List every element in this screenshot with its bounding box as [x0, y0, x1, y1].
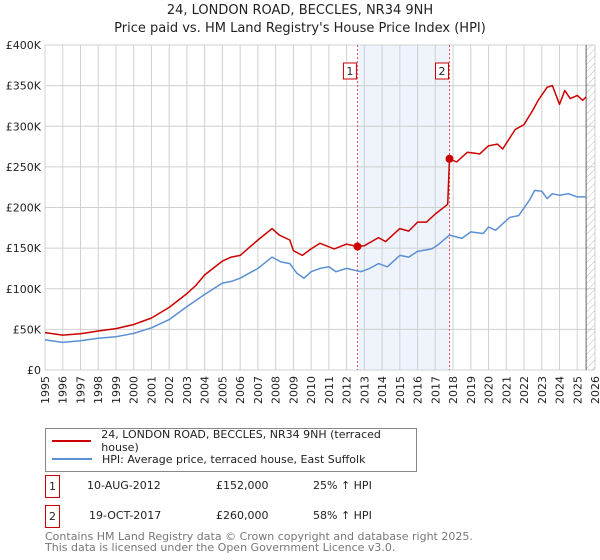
x-tick-label: 1998 [92, 376, 105, 404]
legend-item-hpi: HPI: Average price, terraced house, East… [52, 451, 365, 467]
y-tick-label: £200K [6, 202, 42, 215]
marker-badge [342, 62, 357, 80]
transaction-badge: 2 [45, 505, 60, 528]
transaction-price: £152,000 [216, 479, 269, 492]
legend-item-property: 24, LONDON ROAD, BECCLES, NR34 9NH (terr… [52, 428, 416, 454]
transaction-row: 2 19-OCT-2017 £260,000 58% ↑ HPI [45, 505, 545, 528]
x-tick-label: 2008 [270, 376, 283, 404]
x-tick-label: 2009 [287, 376, 300, 404]
x-tick-label: 1996 [57, 376, 70, 404]
transaction-price: £260,000 [216, 509, 269, 522]
x-tick-label: 2019 [465, 376, 478, 404]
footer-copyright: Contains HM Land Registry data © Crown c… [45, 530, 473, 543]
sale-point [445, 154, 454, 163]
legend-swatch-hpi [52, 458, 92, 460]
x-tick-label: 2022 [518, 376, 531, 404]
hpi-line [44, 189, 587, 344]
x-tick-label: 2011 [323, 376, 336, 404]
price-chart: 1995 1996 1997 1998 1999 2000 2001 2002 2003 2004… [6, 39, 600, 404]
x-tick-label: 2010 [305, 376, 318, 404]
x-tick-label: 2025 [571, 376, 584, 404]
x-tick-label: 2021 [500, 376, 513, 404]
y-tick-label: £100K [6, 283, 42, 296]
x-tick-label: 2012 [341, 376, 354, 404]
y-tick-label: £400K [6, 39, 42, 52]
marker-label: 1 [346, 65, 353, 78]
y-tick-label: £350K [6, 80, 42, 93]
transaction-date: 10-AUG-2012 [87, 479, 161, 492]
x-tick-label: 2018 [447, 376, 460, 404]
x-tick-label: 2006 [234, 376, 247, 404]
chart-subtitle: Price paid vs. HM Land Registry's House … [114, 21, 486, 36]
y-tick-label: £50K [13, 323, 42, 336]
x-tick-label: 2016 [412, 376, 425, 404]
transaction-hpi: 25% ↑ HPI [313, 479, 372, 492]
x-tick-label: 2013 [358, 376, 371, 404]
x-tick-label: 2026 [589, 376, 600, 404]
x-tick-label: 2020 [483, 376, 496, 404]
transaction-badge: 1 [45, 475, 60, 498]
x-tick-label: 1999 [110, 376, 123, 404]
marker-label: 2 [439, 65, 446, 78]
x-tick-label: 1997 [74, 376, 87, 404]
y-tick-label: £0 [27, 364, 41, 377]
x-tick-label: 2023 [536, 376, 549, 404]
x-tick-label: 2024 [554, 376, 567, 404]
x-tick-label: 2004 [199, 376, 212, 404]
marker-badge [435, 62, 450, 80]
property-price-line [44, 84, 587, 336]
x-tick-label: 2007 [252, 376, 265, 404]
x-tick-label: 2005 [216, 376, 229, 404]
legend-label-hpi: HPI: Average price, terraced house, East… [102, 452, 366, 466]
legend-swatch-property [52, 440, 92, 442]
transaction-hpi: 58% ↑ HPI [313, 509, 372, 522]
x-tick-label: 2002 [163, 376, 176, 404]
legend-label-property: 24, LONDON ROAD, BECCLES, NR34 9NH (terr… [101, 428, 381, 454]
transaction-date: 19-OCT-2017 [89, 509, 162, 522]
x-tick-label: 2015 [394, 376, 407, 404]
x-tick-label: 2014 [376, 376, 389, 404]
legend: 24, LONDON ROAD, BECCLES, NR34 9NH (terr… [45, 428, 417, 472]
transaction-row: 1 10-AUG-2012 £152,000 25% ↑ HPI [45, 475, 545, 498]
sale-point [353, 242, 362, 251]
x-tick-label: 1995 [39, 376, 52, 404]
forecast-hatch [586, 45, 595, 370]
x-tick-label: 2003 [181, 376, 194, 404]
x-tick-label: 2017 [429, 376, 442, 404]
y-tick-label: £300K [6, 120, 42, 133]
y-tick-label: £150K [6, 242, 42, 255]
x-tick-label: 2000 [128, 376, 141, 404]
y-tick-label: £250K [6, 161, 42, 174]
footer-licence: This data is licensed under the Open Gov… [45, 541, 396, 554]
chart-title: 24, LONDON ROAD, BECCLES, NR34 9NH [166, 3, 434, 18]
x-tick-label: 2001 [145, 376, 158, 404]
